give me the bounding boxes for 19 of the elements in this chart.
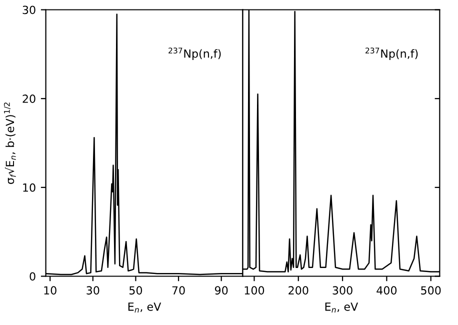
x-tick-label: 70 xyxy=(172,286,185,295)
x-axis-title: E$_{n}$, eV xyxy=(128,302,162,313)
y-tick-label: 20 xyxy=(22,94,36,103)
y-tick-label: 0 xyxy=(30,272,36,281)
x-tick-label: 10 xyxy=(44,286,56,295)
x-tick-label: 90 xyxy=(214,286,228,295)
y-axis-title: σ$_{f}$√E$_{n}$, b·(eV)$^{1/2}$ xyxy=(4,102,16,184)
annotation: $^{237}$Np(n,f) xyxy=(366,48,418,60)
x-tick-label: 300 xyxy=(332,286,352,295)
x-tick-label: 30 xyxy=(86,286,100,295)
y-tick-label: 30 xyxy=(22,6,36,14)
x-tick-label: 500 xyxy=(421,286,441,295)
x-axis-title: E$_{n}$, eV xyxy=(325,302,358,313)
x-tick-label: 200 xyxy=(288,286,308,295)
x-tick-label: 100 xyxy=(244,286,264,295)
y-tick-label: 10 xyxy=(23,183,36,192)
annotation: $^{237}$Np(n,f) xyxy=(168,48,221,60)
x-tick-label: 50 xyxy=(129,286,142,295)
x-tick-label: 400 xyxy=(376,286,397,295)
